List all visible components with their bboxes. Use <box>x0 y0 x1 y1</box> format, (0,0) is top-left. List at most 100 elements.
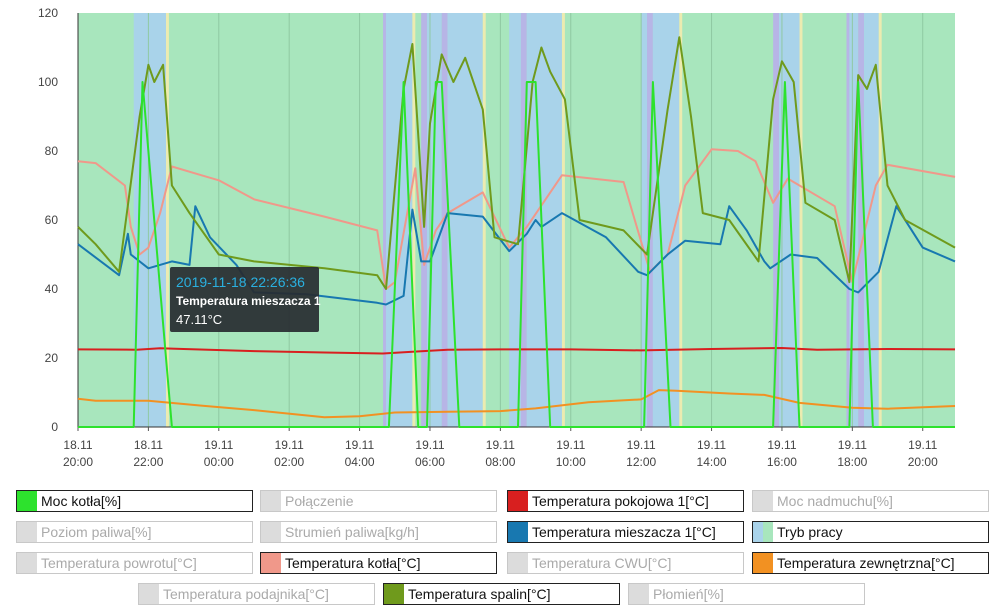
mode-band-purple <box>858 13 865 427</box>
legend-swatch <box>17 522 37 542</box>
legend-swatch <box>261 491 281 511</box>
mode-band-blue <box>641 13 648 427</box>
mode-band-blue <box>385 13 413 427</box>
legend-swatch <box>139 584 159 604</box>
x-tick-label-date: 18.11 <box>63 438 92 452</box>
legend-item[interactable]: Płomień[%] <box>628 583 865 605</box>
legend-swatch <box>508 491 528 511</box>
x-tick-label-time: 02:00 <box>274 455 304 469</box>
mode-band-yellow <box>165 13 169 427</box>
x-tick-label-time: 04:00 <box>345 455 375 469</box>
y-tick-label: 0 <box>51 420 58 434</box>
legend-swatch <box>629 584 649 604</box>
legend-label: Tryb pracy <box>777 524 843 540</box>
legend-swatch <box>261 553 281 573</box>
legend-item[interactable]: Połączenie <box>260 490 497 512</box>
x-tick-label-date: 19.11 <box>697 438 726 452</box>
legend-item[interactable]: Temperatura zewnętrzna[°C] <box>752 552 989 574</box>
mode-band-yellow <box>878 13 882 427</box>
x-tick-label-date: 19.11 <box>908 438 937 452</box>
x-tick-label-time: 20:00 <box>63 455 93 469</box>
series-line-3 <box>77 205 956 306</box>
x-tick-label-date: 19.11 <box>486 438 515 452</box>
mode-band-purple <box>773 13 780 427</box>
legend-label: Moc kotła[%] <box>41 493 122 509</box>
x-tick-label-date: 19.11 <box>415 438 444 452</box>
legend-label: Temperatura mieszacza 1[°C] <box>532 524 716 540</box>
legend-item[interactable]: Strumień paliwa[kg/h] <box>260 521 497 543</box>
legend-item[interactable]: Temperatura pokojowa 1[°C] <box>507 490 744 512</box>
legend-item[interactable]: Temperatura kotła[°C] <box>260 552 497 574</box>
legend-label: Temperatura spalin[°C] <box>408 586 551 602</box>
series-line-5 <box>78 81 955 428</box>
legend-label: Temperatura podajnika[°C] <box>163 586 329 602</box>
legend-swatch <box>508 522 528 542</box>
y-tick-label: 60 <box>45 213 59 227</box>
y-tick-label: 80 <box>45 144 59 158</box>
legend-swatch <box>17 553 37 573</box>
x-tick-label-time: 08:00 <box>485 455 515 469</box>
mode-band-blue <box>509 13 521 427</box>
legend-swatch <box>17 491 37 511</box>
tooltip-value: 47.11°C <box>176 312 223 327</box>
legend-swatch <box>753 491 773 511</box>
x-tick-label-time: 18:00 <box>837 455 867 469</box>
x-tick-label-time: 14:00 <box>697 455 727 469</box>
y-tick-label: 120 <box>38 6 58 20</box>
legend-item[interactable]: Tryb pracy <box>752 521 989 543</box>
legend-item[interactable]: Moc kotła[%] <box>16 490 253 512</box>
legend-item[interactable]: Poziom paliwa[%] <box>16 521 253 543</box>
mode-band-yellow <box>561 13 565 427</box>
x-tick-label-date: 19.11 <box>556 438 585 452</box>
y-tick-label: 100 <box>38 75 58 89</box>
x-tick-label-date: 19.11 <box>838 438 867 452</box>
legend-item[interactable]: Temperatura mieszacza 1[°C] <box>507 521 744 543</box>
legend-label: Temperatura kotła[°C] <box>285 555 421 571</box>
legend-swatch <box>261 522 281 542</box>
chart-legend: Moc kotła[%] Połączenie Temperatura pokojo… <box>0 470 1000 605</box>
legend-label: Temperatura pokojowa 1[°C] <box>532 493 709 509</box>
line-chart[interactable]: 0 20 40 60 80 100 120 18.11 20:00 18.11 22:00 19.11… <box>0 0 1000 470</box>
legend-item[interactable]: Temperatura podajnika[°C] <box>138 583 375 605</box>
x-tick-label-date: 19.11 <box>345 438 374 452</box>
legend-swatch <box>753 522 773 542</box>
legend-swatch <box>384 584 404 604</box>
x-tick-label-time: 06:00 <box>415 455 445 469</box>
legend-label: Poziom paliwa[%] <box>41 524 152 540</box>
mode-band-blue <box>447 13 483 427</box>
legend-swatch <box>508 553 528 573</box>
x-tick-label-time: 00:00 <box>204 455 234 469</box>
x-tick-label-time: 22:00 <box>133 455 163 469</box>
x-tick-label-time: 16:00 <box>767 455 797 469</box>
legend-item[interactable]: Moc nadmuchu[%] <box>752 490 989 512</box>
mode-band-blue <box>652 13 680 427</box>
series-line-0 <box>77 347 956 355</box>
y-tick-label: 40 <box>45 282 59 296</box>
y-tick-label: 20 <box>45 351 59 365</box>
chart-area[interactable]: 0 20 40 60 80 100 120 18.11 20:00 18.11 22:00 19.11… <box>0 0 1000 470</box>
mode-band-yellow <box>679 13 683 427</box>
legend-item[interactable]: Temperatura CWU[°C] <box>507 552 744 574</box>
legend-item[interactable]: Temperatura spalin[°C] <box>383 583 620 605</box>
legend-label: Temperatura zewnętrzna[°C] <box>777 555 955 571</box>
legend-label: Strumień paliwa[kg/h] <box>285 524 419 540</box>
x-tick-label-time: 20:00 <box>908 455 938 469</box>
x-tick-label-date: 19.11 <box>275 438 304 452</box>
x-tick-label-date: 19.11 <box>627 438 656 452</box>
legend-item[interactable]: Temperatura powrotu[°C] <box>16 552 253 574</box>
chart-tooltip: 2019-11-18 22:26:36 Temperatura mieszacz… <box>170 267 321 332</box>
mode-band-purple <box>383 13 386 427</box>
legend-label: Połączenie <box>285 493 354 509</box>
tooltip-time: 2019-11-18 22:26:36 <box>176 274 305 290</box>
legend-label: Płomień[%] <box>653 586 724 602</box>
x-tick-label-time: 10:00 <box>556 455 586 469</box>
mode-band-yellow <box>799 13 803 427</box>
x-tick-label-date: 19.11 <box>204 438 233 452</box>
mode-band-purple <box>846 13 850 427</box>
legend-label: Temperatura powrotu[°C] <box>41 555 197 571</box>
legend-swatch <box>753 553 773 573</box>
x-tick-label-date: 18.11 <box>134 438 163 452</box>
legend-label: Moc nadmuchu[%] <box>777 493 893 509</box>
series-line-1 <box>77 389 956 419</box>
tooltip-series-name: Temperatura mieszacza 1 <box>176 294 321 308</box>
